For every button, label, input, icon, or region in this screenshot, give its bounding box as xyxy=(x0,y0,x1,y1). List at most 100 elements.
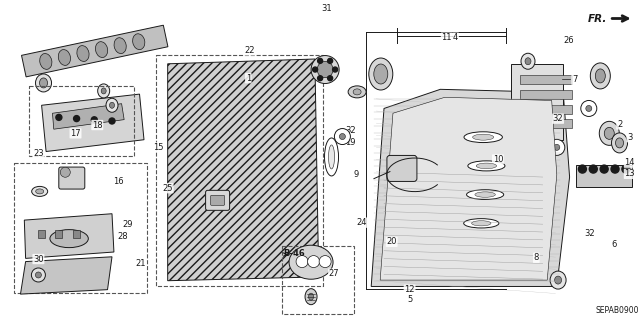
Ellipse shape xyxy=(468,161,505,171)
Text: 31: 31 xyxy=(321,4,332,13)
Circle shape xyxy=(579,165,586,173)
Ellipse shape xyxy=(374,64,388,84)
Text: 25: 25 xyxy=(163,184,173,193)
Polygon shape xyxy=(168,59,319,281)
Bar xyxy=(73,230,80,238)
Ellipse shape xyxy=(555,276,561,284)
Ellipse shape xyxy=(31,268,45,282)
Polygon shape xyxy=(42,94,144,152)
Ellipse shape xyxy=(472,134,494,140)
FancyBboxPatch shape xyxy=(205,190,230,210)
Bar xyxy=(520,90,572,99)
Text: 21: 21 xyxy=(136,259,146,268)
Ellipse shape xyxy=(308,293,314,300)
Polygon shape xyxy=(52,104,124,129)
Text: B-46: B-46 xyxy=(284,249,305,258)
Circle shape xyxy=(317,76,323,81)
Circle shape xyxy=(296,256,308,268)
Text: 30: 30 xyxy=(33,255,44,263)
Circle shape xyxy=(622,165,630,173)
Text: 32: 32 xyxy=(585,229,595,238)
Ellipse shape xyxy=(464,132,502,143)
Ellipse shape xyxy=(58,49,70,65)
Ellipse shape xyxy=(472,221,491,226)
Ellipse shape xyxy=(106,98,118,112)
FancyBboxPatch shape xyxy=(387,155,417,182)
Circle shape xyxy=(548,139,564,155)
Ellipse shape xyxy=(353,89,361,95)
Ellipse shape xyxy=(36,74,52,92)
Text: 11: 11 xyxy=(442,33,452,42)
Circle shape xyxy=(611,165,619,173)
Ellipse shape xyxy=(550,271,566,289)
Text: 26: 26 xyxy=(563,36,573,45)
Ellipse shape xyxy=(317,62,333,78)
Text: 15: 15 xyxy=(154,143,164,152)
Text: 27: 27 xyxy=(329,269,339,278)
Text: FR.: FR. xyxy=(588,14,607,24)
Circle shape xyxy=(600,165,608,173)
Text: 12: 12 xyxy=(404,285,415,294)
Bar xyxy=(520,105,572,114)
Ellipse shape xyxy=(60,167,70,177)
Text: 23: 23 xyxy=(33,149,44,158)
Ellipse shape xyxy=(98,84,109,98)
Circle shape xyxy=(319,256,331,268)
Text: 1: 1 xyxy=(246,74,251,83)
Ellipse shape xyxy=(463,219,499,228)
Bar xyxy=(282,246,354,314)
FancyBboxPatch shape xyxy=(211,195,225,205)
Circle shape xyxy=(308,256,319,268)
Circle shape xyxy=(554,145,560,150)
Circle shape xyxy=(92,117,97,123)
Text: 5: 5 xyxy=(407,295,412,304)
Ellipse shape xyxy=(35,272,42,278)
Circle shape xyxy=(328,58,333,63)
Ellipse shape xyxy=(101,88,106,94)
Polygon shape xyxy=(371,89,570,286)
Text: SEPAB0900: SEPAB0900 xyxy=(595,306,639,315)
Text: 9: 9 xyxy=(353,170,358,179)
Text: 16: 16 xyxy=(113,177,124,186)
Circle shape xyxy=(333,67,338,72)
Circle shape xyxy=(56,115,62,120)
Ellipse shape xyxy=(616,138,623,148)
Ellipse shape xyxy=(521,53,535,69)
Text: 7: 7 xyxy=(572,75,577,84)
Circle shape xyxy=(339,134,346,139)
Bar xyxy=(156,55,323,286)
Circle shape xyxy=(328,76,333,81)
Bar xyxy=(55,230,62,238)
Ellipse shape xyxy=(109,102,115,108)
Bar xyxy=(38,230,45,238)
Circle shape xyxy=(586,106,592,111)
Text: 8: 8 xyxy=(534,253,539,262)
Circle shape xyxy=(109,118,115,124)
Circle shape xyxy=(317,58,323,63)
Ellipse shape xyxy=(328,145,335,169)
Ellipse shape xyxy=(590,63,611,89)
Text: 29: 29 xyxy=(123,220,133,229)
Text: 4: 4 xyxy=(453,33,458,42)
Text: 2: 2 xyxy=(617,120,622,129)
Text: 24: 24 xyxy=(356,218,367,227)
Ellipse shape xyxy=(40,54,52,69)
Ellipse shape xyxy=(114,38,126,54)
Text: 10: 10 xyxy=(493,155,503,164)
Text: 6: 6 xyxy=(612,240,617,249)
Ellipse shape xyxy=(36,189,44,194)
Text: 28: 28 xyxy=(118,232,128,241)
Bar xyxy=(29,86,134,156)
Text: 32: 32 xyxy=(553,114,563,123)
Circle shape xyxy=(312,67,317,72)
Ellipse shape xyxy=(475,192,495,197)
Text: 18: 18 xyxy=(92,121,102,130)
Text: 13: 13 xyxy=(625,169,635,178)
Text: 22: 22 xyxy=(244,46,255,55)
Ellipse shape xyxy=(348,86,366,98)
Ellipse shape xyxy=(50,230,88,248)
Polygon shape xyxy=(511,64,563,140)
Ellipse shape xyxy=(95,42,108,57)
Ellipse shape xyxy=(305,289,317,305)
Circle shape xyxy=(74,115,79,122)
